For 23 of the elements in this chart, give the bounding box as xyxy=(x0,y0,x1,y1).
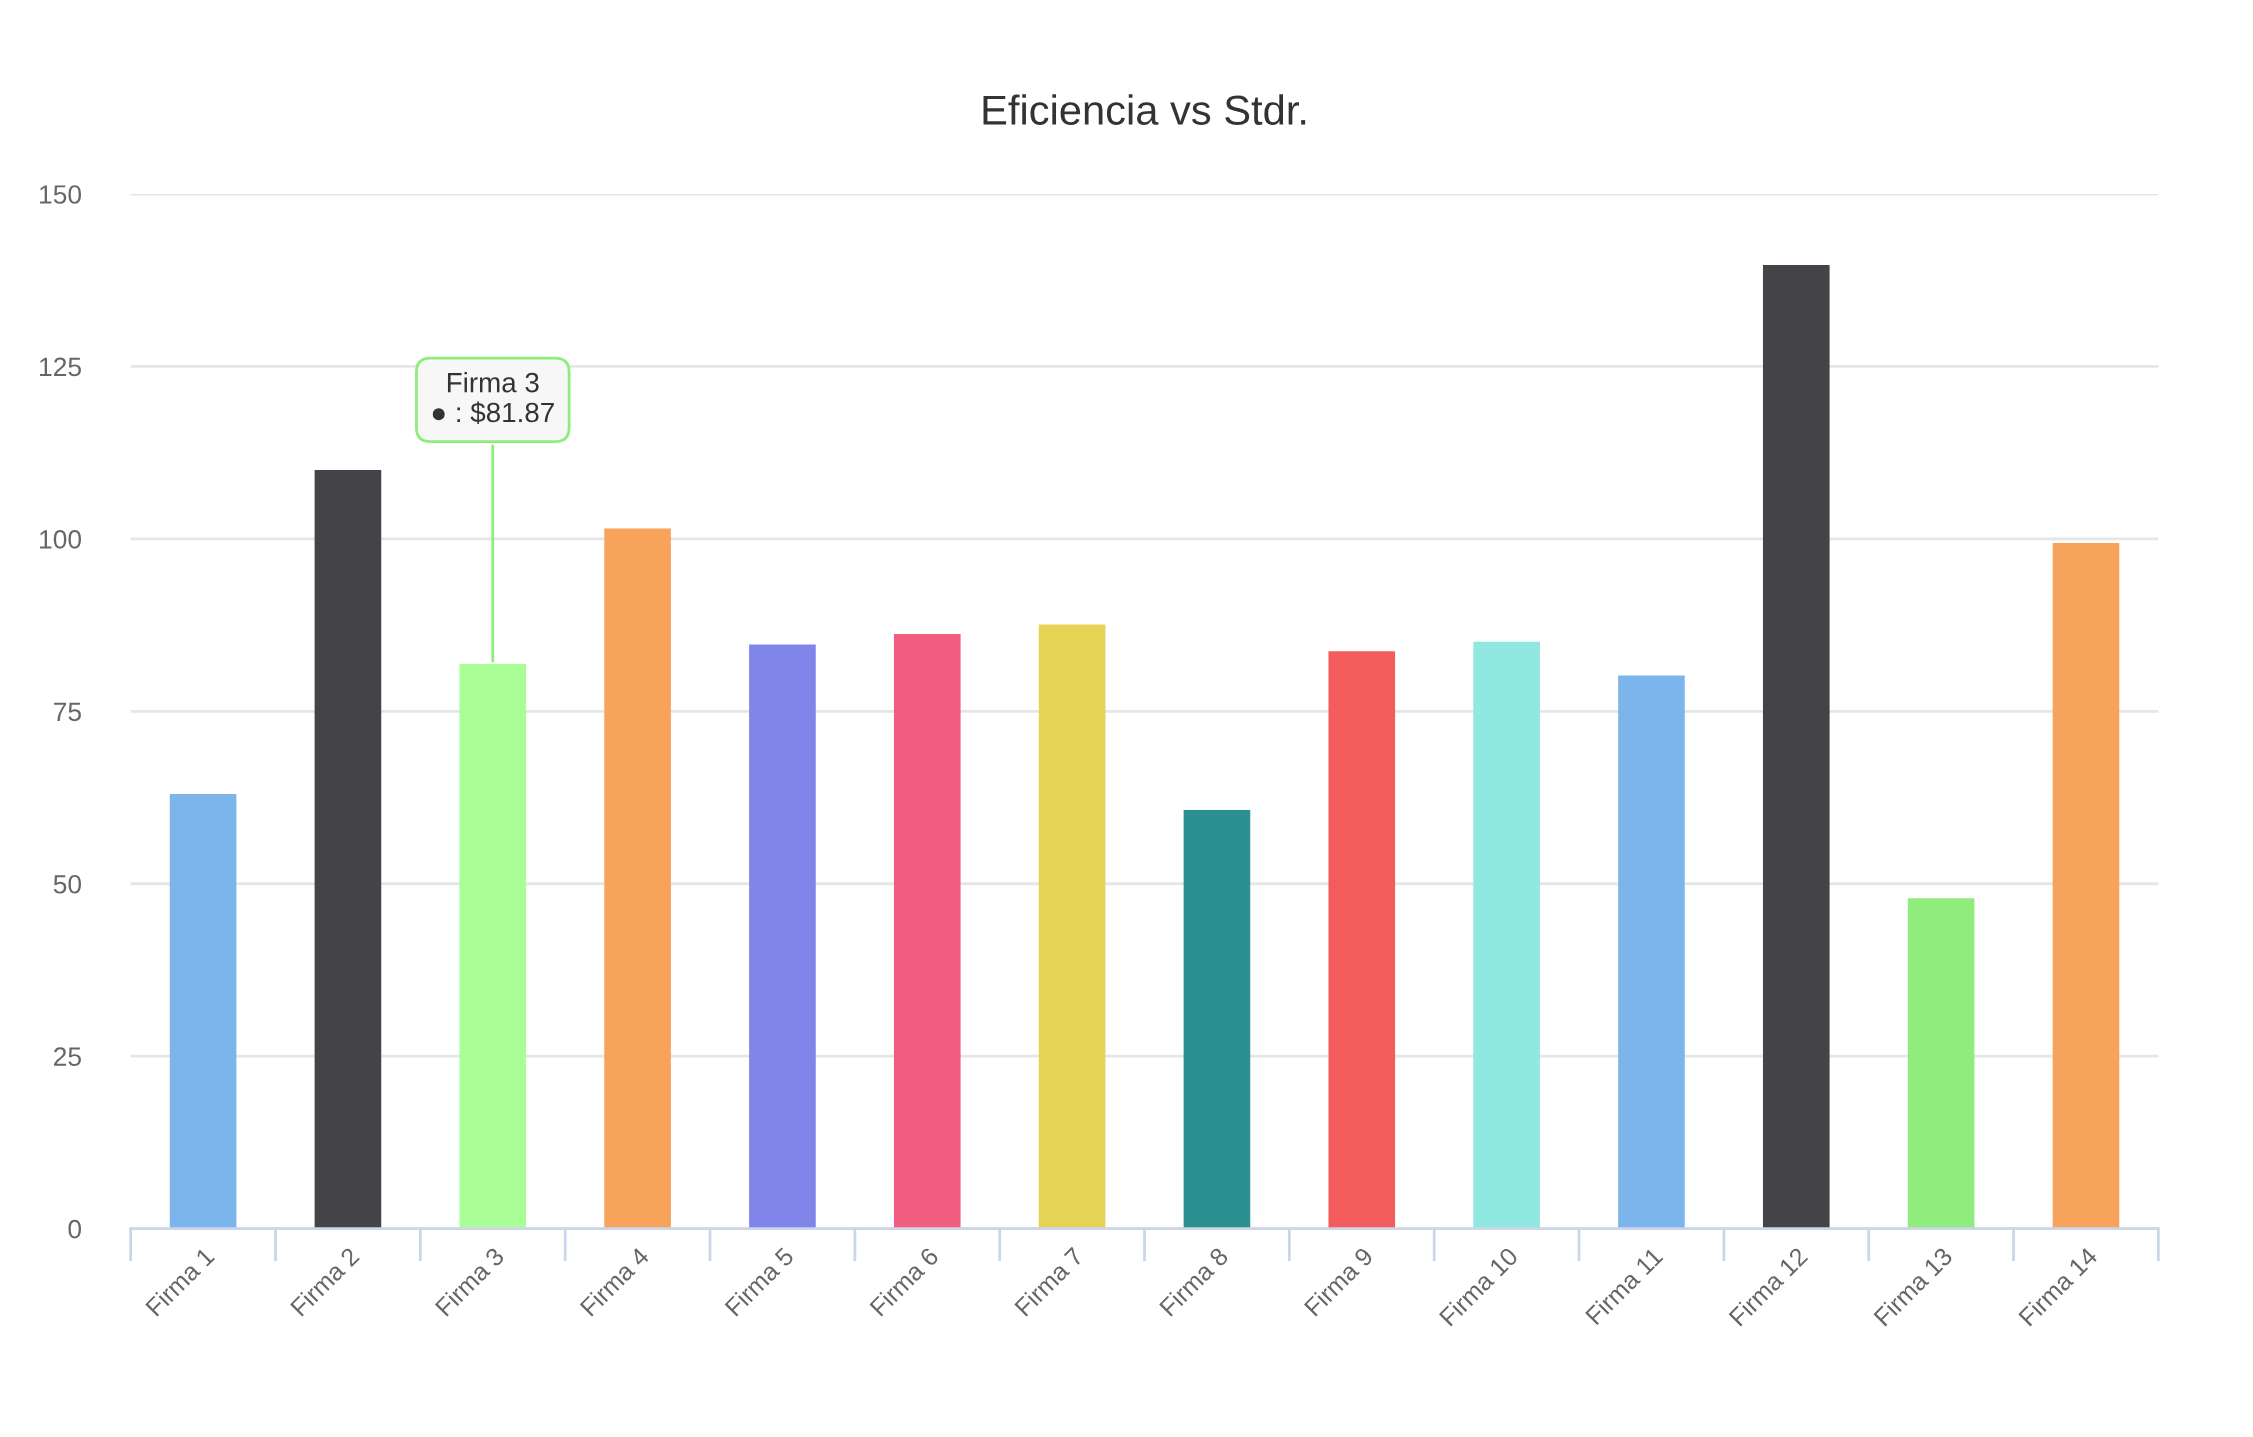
bar xyxy=(893,634,961,1229)
y-tick-label: 0 xyxy=(68,1219,82,1239)
bar xyxy=(1183,809,1251,1229)
bar xyxy=(604,528,671,1229)
bar xyxy=(749,644,816,1229)
bar xyxy=(169,794,237,1229)
bar xyxy=(314,469,382,1229)
y-tick-label: 100 xyxy=(40,530,82,549)
y-tick-label: 75 xyxy=(54,702,81,722)
bar xyxy=(1907,898,1975,1229)
y-tick-label: 25 xyxy=(54,1047,81,1067)
bar xyxy=(2052,543,2120,1229)
annotation: Firma 3 ● : $81.87 xyxy=(432,372,554,424)
y-tick-label: 150 xyxy=(40,185,82,204)
y-tick-label: 125 xyxy=(40,357,81,377)
bar xyxy=(1618,675,1685,1229)
y-tick-label: 50 xyxy=(53,874,82,894)
bar xyxy=(1038,624,1106,1229)
bar xyxy=(1473,641,1540,1229)
bar xyxy=(459,663,527,1229)
bar xyxy=(1328,651,1396,1229)
bar xyxy=(1762,265,1830,1229)
chart-title: Eficiencia vs Stdr. xyxy=(983,94,1306,125)
